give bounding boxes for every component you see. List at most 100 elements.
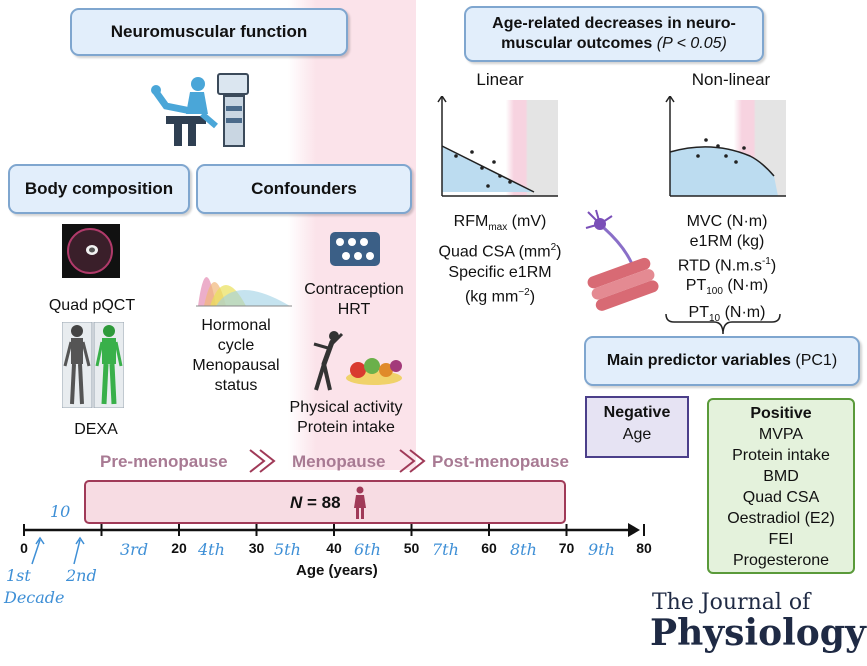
x-axis-label: Age (years) <box>296 562 378 579</box>
mvc-label: MVC (N·m) <box>686 213 768 230</box>
hormonal-line-3: Menopausal <box>192 357 280 374</box>
axis-tick-label: 70 <box>558 540 575 556</box>
rtd-label: RTD (N.m.s <box>677 257 762 275</box>
age-decrease-box: Age-related decreases in neuro- muscular… <box>464 6 764 62</box>
hrt-line: HRT <box>337 301 371 318</box>
n-value: = 88 <box>307 493 341 512</box>
kg-unit: ) <box>529 287 536 305</box>
woman-icon <box>354 486 366 519</box>
sample-size: N = 88 <box>290 493 341 513</box>
nonlinear-chart <box>665 96 786 197</box>
body-composition-box: Body composition <box>8 164 190 214</box>
kg-label: (kg mm <box>464 287 519 305</box>
neuromuscular-box: Neuromuscular function <box>70 8 348 56</box>
linear-outcomes: RFMmax (mV) Quad CSA (mm2) Specific e1RM… <box>428 212 572 307</box>
age-axis <box>23 523 645 537</box>
specific-e1rm-label: Specific e1RM <box>448 263 552 281</box>
hand-3rd: 3rd <box>120 540 149 559</box>
hand-ten: 10 <box>50 502 71 521</box>
axis-tick-label: 20 <box>171 540 187 556</box>
arrow-up-icon <box>31 536 85 565</box>
neuromuscular-label: Neuromuscular function <box>110 22 308 41</box>
age-decrease-line-1: Age-related decreases in neuro- <box>492 15 736 32</box>
positive-item: Protein intake <box>732 447 830 464</box>
pt100-unit: (N·m) <box>722 277 769 295</box>
pt10-unit: (N·m) <box>720 303 766 321</box>
predictor-box: Main predictor variables (PC1) <box>584 336 860 386</box>
hormonal-line-1: Hormonal <box>201 317 271 334</box>
positive-item: MVPA <box>758 426 804 443</box>
positive-box: Positive MVPA Protein intake BMD Quad CS… <box>707 398 855 574</box>
pt10-sub: 10 <box>709 312 721 324</box>
linear-title: Linear <box>476 70 524 89</box>
protein-intake-line: Protein intake <box>297 419 395 436</box>
phase-menopause: Menopause <box>292 452 386 471</box>
predictor-label: Main predictor variables <box>606 352 791 369</box>
hand-4th: 4th <box>198 540 225 559</box>
axis-tick-label: 0 <box>20 540 28 556</box>
chevron-right-icon <box>249 449 276 473</box>
positive-item: Quad CSA <box>742 489 820 506</box>
positive-item: FEI <box>768 531 794 548</box>
negative-title: Negative <box>603 404 671 421</box>
csa-label: Quad CSA (mm <box>438 243 551 261</box>
hand-2nd: 2nd <box>66 566 97 585</box>
linear-points <box>454 150 512 188</box>
hand-6th: 6th <box>354 540 381 559</box>
hormonal-label: Hormonal cycle Menopausal status <box>186 316 286 396</box>
csa-unit: ) <box>556 243 562 261</box>
axis-tick-label: 30 <box>248 540 265 556</box>
rfm-label: RFM <box>453 213 489 230</box>
rfm-unit: (mV) <box>507 213 547 230</box>
physical-activity-line: Physical activity <box>289 399 403 416</box>
hormone-curve-icon <box>196 277 292 307</box>
hand-7th: 7th <box>432 540 459 559</box>
dexa-label: DEXA <box>74 421 118 438</box>
hormonal-line-2: cycle <box>217 337 255 354</box>
contraception-line: Contraception <box>304 281 404 298</box>
confounders-box: Confounders <box>196 164 412 214</box>
positive-item: Oestradiol (E2) <box>727 510 835 527</box>
nonlinear-title: Non-linear <box>691 70 771 89</box>
contraception-label: Contraception HRT <box>298 280 410 320</box>
rtd-unit: ) <box>770 257 777 275</box>
e1rm-label: e1RM (kg) <box>689 233 765 250</box>
exercise-person-icon <box>313 331 344 391</box>
pqct-label: Quad pQCT <box>48 297 136 314</box>
body-composition-label: Body composition <box>24 179 174 198</box>
pt10-label: PT <box>688 303 709 321</box>
csa-sup: 2 <box>550 242 557 254</box>
hand-9th: 9th <box>588 540 615 559</box>
nonlinear-outcomes: MVC (N·m) e1RM (kg) RTD (N.m.s-1) PT100 … <box>662 212 792 329</box>
pt100-sub: 100 <box>706 286 723 298</box>
positive-item: BMD <box>763 468 799 485</box>
nonlinear-points <box>696 138 746 164</box>
confounders-label: Confounders <box>251 179 357 198</box>
journal-title-line1: The Journal of <box>652 590 811 615</box>
rfm-sub: max <box>488 222 508 234</box>
hand-decade: Decade <box>4 588 65 607</box>
phase-pre: Pre-menopause <box>100 452 228 471</box>
positive-title: Positive <box>750 405 812 422</box>
predictor-tail: (PC1) <box>795 352 838 369</box>
negative-box: Negative Age <box>585 396 689 458</box>
negative-item: Age <box>622 426 652 443</box>
kg-sup: −2 <box>518 286 530 298</box>
positive-item: Progesterone <box>732 552 830 569</box>
sample-box: N = 88 <box>84 480 566 524</box>
n-label: N <box>290 493 303 512</box>
dynamometer-icon <box>151 73 249 147</box>
p-value: (P < 0.05) <box>656 35 727 52</box>
axis-tick-label: 50 <box>403 540 420 556</box>
pill-pack-icon <box>330 232 380 266</box>
axis-tick-label: 60 <box>481 540 497 556</box>
activity-label: Physical activity Protein intake <box>274 398 418 438</box>
pqct-scan-icon <box>62 224 120 278</box>
journal-title-line2: Physiology <box>650 612 866 654</box>
phase-post: Post-menopause <box>432 452 569 471</box>
hand-1st: 1st <box>6 566 31 585</box>
chevron-right-icon <box>399 449 426 473</box>
hand-5th: 5th <box>274 540 301 559</box>
pt100-label: PT <box>685 277 707 295</box>
food-icon <box>346 358 402 385</box>
